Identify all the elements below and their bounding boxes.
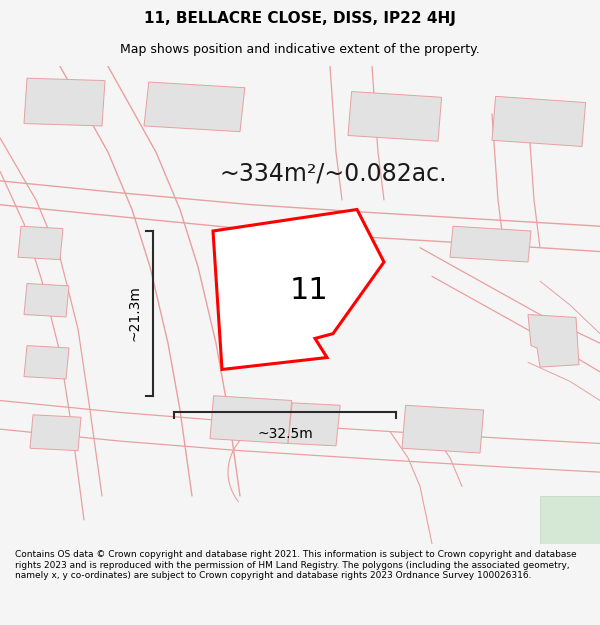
Text: ~32.5m: ~32.5m <box>257 427 313 441</box>
Polygon shape <box>348 91 442 141</box>
Polygon shape <box>213 209 384 369</box>
Polygon shape <box>450 226 531 262</box>
Polygon shape <box>288 403 340 446</box>
Polygon shape <box>492 96 586 146</box>
Polygon shape <box>210 396 292 444</box>
Text: ~21.3m: ~21.3m <box>128 286 142 341</box>
Polygon shape <box>24 78 105 126</box>
Polygon shape <box>24 284 69 317</box>
Text: Contains OS data © Crown copyright and database right 2021. This information is : Contains OS data © Crown copyright and d… <box>15 550 577 580</box>
Polygon shape <box>144 82 245 132</box>
Polygon shape <box>528 314 579 367</box>
Polygon shape <box>18 226 63 259</box>
Polygon shape <box>402 405 484 453</box>
Polygon shape <box>540 496 600 544</box>
Text: 11, BELLACRE CLOSE, DISS, IP22 4HJ: 11, BELLACRE CLOSE, DISS, IP22 4HJ <box>144 11 456 26</box>
Text: 11: 11 <box>290 276 328 305</box>
Polygon shape <box>30 415 81 451</box>
Text: Map shows position and indicative extent of the property.: Map shows position and indicative extent… <box>120 43 480 56</box>
Polygon shape <box>24 346 69 379</box>
Text: ~334m²/~0.082ac.: ~334m²/~0.082ac. <box>219 162 447 186</box>
